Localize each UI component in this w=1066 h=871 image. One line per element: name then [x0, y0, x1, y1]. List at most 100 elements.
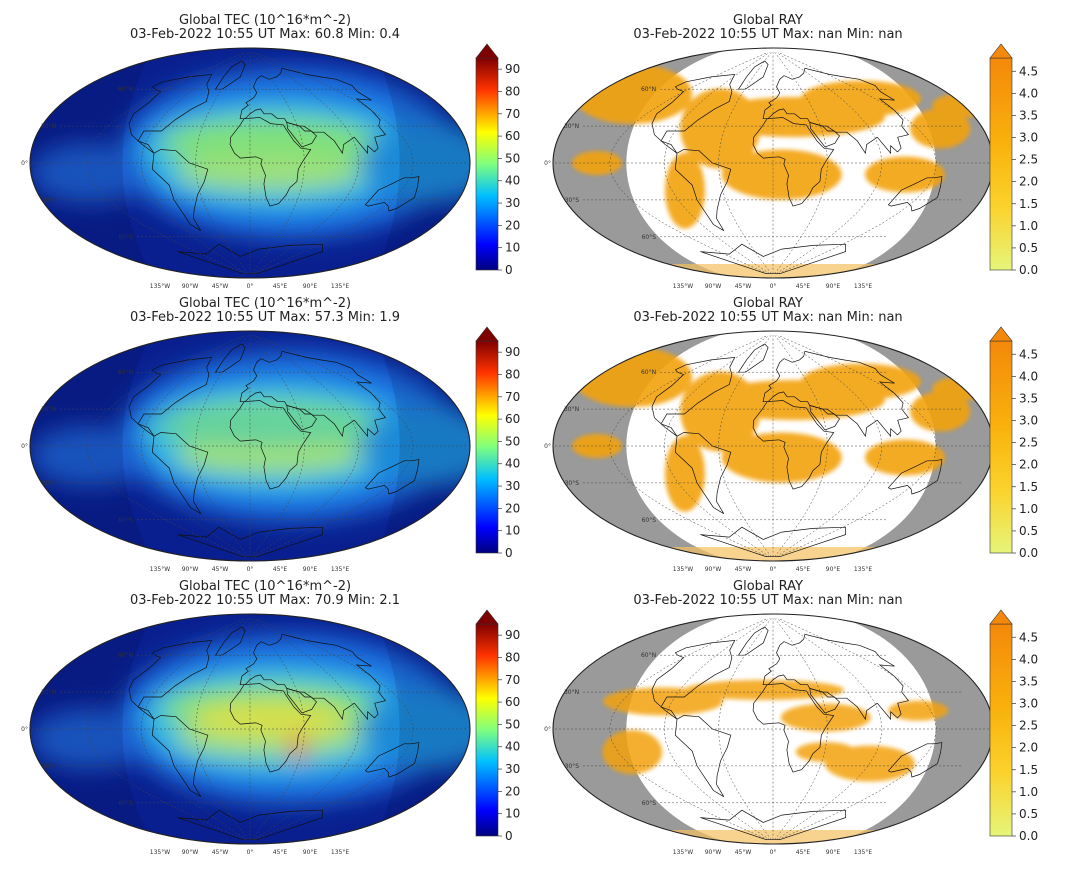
- ray-1-ray-blob: [910, 108, 971, 149]
- ray-1-title-block: Global RAY 03-Feb-2022 10:55 UT Max: nan…: [548, 14, 988, 42]
- tec-1-graticule: [32, 52, 468, 274]
- ray-2-ray-blob: [721, 432, 842, 483]
- tec-1-coast-greenland: [214, 60, 246, 90]
- ray-1-ray-blob: [801, 80, 921, 117]
- ray-1-colorbar-tick-label: 2.5: [1019, 153, 1038, 167]
- tec-3-lat-label: 0°: [21, 726, 28, 733]
- ray-1-meridian: [609, 52, 769, 274]
- tec-1-meridian: [254, 52, 414, 274]
- ray-2-title: Global RAY: [733, 296, 803, 311]
- ray-3-ray-blob: [780, 703, 871, 732]
- ray-1-coast-samerica: [674, 149, 732, 232]
- ray-3-coast-australia: [887, 742, 943, 778]
- tec-3-coast-greenland: [214, 626, 246, 656]
- ray-1-coast-eurasia: [762, 67, 910, 155]
- tec-1-meridian: [86, 52, 246, 274]
- ray-3-coast-samerica: [674, 715, 732, 798]
- tec-2-meridian: [140, 335, 247, 557]
- ray-1-colorbar: [989, 57, 1013, 271]
- ray-3-lon-label: 0°: [770, 849, 777, 856]
- ray-3-meridian: [609, 618, 769, 840]
- tec-1-lon-label: 45°E: [273, 283, 288, 290]
- tec-2-colorbar: [475, 340, 499, 554]
- tec-3-lon-label: 90°E: [303, 849, 318, 856]
- tec-3-lon-label: 90°W: [182, 849, 199, 856]
- ray-3-colorbar-tick-label: 0.5: [1019, 807, 1038, 821]
- tec-2-lon-label: 45°E: [273, 566, 288, 573]
- tec-3-lon-label: 45°W: [212, 849, 229, 856]
- ray-1-coastlines: [651, 60, 943, 275]
- ray-2-lon-label: 0°: [770, 566, 777, 573]
- ray-1-colorbar-tick-label: 4.0: [1019, 86, 1038, 100]
- tec-2-colorbar-tick-label: 20: [505, 501, 520, 515]
- tec-3-colorbar: [475, 623, 499, 837]
- ray-3-lon-label: 135°W: [673, 849, 693, 856]
- ray-2-lat-label: 60°S: [642, 517, 657, 524]
- tec-2-lat-label: 60°S: [119, 517, 134, 524]
- tec-3-coast-australia: [364, 742, 420, 778]
- ray-3-colorbar-tick-label: 0.0: [1019, 829, 1038, 843]
- tec-1-colorbar: [475, 57, 499, 271]
- ray-1-ray-strip: [553, 264, 993, 278]
- tec-3-colorbar-tick-label: 80: [505, 650, 520, 664]
- tec-3-coast-antarctica: [177, 809, 323, 841]
- tec-3-coast-samerica: [151, 715, 209, 798]
- tec-3-lon-label: 135°E: [331, 849, 349, 856]
- ray-2-coast-australia: [887, 459, 943, 495]
- tec-1-lat-label: 30°S: [42, 197, 57, 204]
- tec-2-lon-label: 90°E: [303, 566, 318, 573]
- ray-2-colorbar-tick-label: 2.5: [1019, 436, 1038, 450]
- tec-1-lat-label: 60°S: [119, 234, 134, 241]
- tec-3-lon-label: 45°E: [273, 849, 288, 856]
- ray-2-meridian: [777, 335, 937, 557]
- ray-2-coast-africa: [752, 400, 835, 490]
- tec-2-colorbar-tick-label: 90: [505, 345, 520, 359]
- ray-3-ray-strip: [553, 830, 993, 844]
- ray-1-lon-label: 135°W: [673, 283, 693, 290]
- ray-2-colorbar-tick-label: 3.0: [1019, 414, 1038, 428]
- tec-1-lon-label: 0°: [247, 283, 254, 290]
- ray-2-colorbar-tick-label: 1.5: [1019, 480, 1038, 494]
- tec-3-coast-arabia: [286, 687, 317, 714]
- tec-3-colorbar-extend: [475, 609, 499, 625]
- ray-2-colorbar-extend: [989, 326, 1013, 342]
- ray-3-lat-label: 30°N: [564, 689, 579, 696]
- tec-2-lat-label: 30°N: [41, 406, 56, 413]
- tec-2-lon-label: 45°W: [212, 566, 229, 573]
- ray-2-lon-label: 45°W: [735, 566, 752, 573]
- ray-2-coast-arabia: [809, 404, 840, 431]
- ray-3-lon-label: 90°E: [826, 849, 841, 856]
- tec-1-tec-blob: [160, 117, 380, 169]
- tec-1-coast-antarctica: [177, 243, 323, 275]
- ray-2-meridian: [609, 335, 769, 557]
- tec-1-colorbar-tick-label: 60: [505, 129, 520, 143]
- tec-1-title: Global TEC (10^16*m^-2): [178, 13, 352, 28]
- ray-1-lat-label: 0°: [544, 160, 551, 167]
- ray-1-coast-greenland: [737, 60, 769, 90]
- ray-1-coast-africa: [752, 117, 835, 207]
- tec-1-tec-blob: [30, 143, 150, 203]
- ray-1-meridian: [776, 52, 883, 274]
- ray-1-colorbar-tick-label: 1.0: [1019, 219, 1038, 233]
- tec-1-colorbar-extend: [475, 43, 499, 59]
- ray-1-coast-namerica: [651, 73, 736, 154]
- ray-2-title-block: Global RAY 03-Feb-2022 10:55 UT Max: nan…: [548, 297, 988, 325]
- ray-3-colorbar-tick-label: 3.5: [1019, 674, 1038, 688]
- tec-1-colorbar-tick-label: 70: [505, 107, 520, 121]
- ray-1-lon-label: 0°: [770, 283, 777, 290]
- tec-2-coast-africa: [229, 400, 312, 490]
- tec-1-coast-samerica: [151, 149, 209, 232]
- ray-1-map: [553, 48, 993, 278]
- ray-2-lon-label: 45°E: [796, 566, 811, 573]
- ray-3-coast-africa: [752, 683, 835, 773]
- tec-3-coast-namerica: [128, 639, 213, 720]
- tec-2-meridian: [195, 335, 249, 557]
- ray-1-colorbar-tick-label: 0.0: [1019, 263, 1038, 277]
- ray-1-colorbar-tick-label: 3.5: [1019, 108, 1038, 122]
- tec-2-coast-namerica: [128, 356, 213, 437]
- ray-3-colorbar-extend: [989, 609, 1013, 625]
- tec-1-title-block: Global TEC (10^16*m^-2) 03-Feb-2022 10:5…: [45, 14, 485, 42]
- ray-2-lon-label: 135°E: [854, 566, 872, 573]
